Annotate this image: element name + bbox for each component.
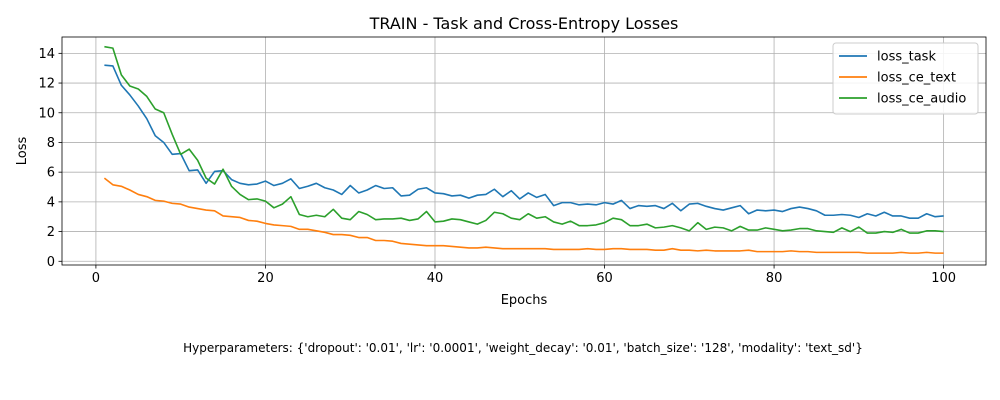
x-tick-label: 100 [931, 271, 956, 286]
x-tick-label: 80 [766, 271, 783, 286]
x-tick-label: 0 [92, 271, 100, 286]
series-line-loss-task [104, 64, 944, 220]
series-line-loss-ce-text [103, 177, 944, 254]
hyperparameters-footnote: Hyperparameters: {'dropout': '0.01', 'lr… [183, 341, 863, 355]
y-tick-label: 2 [47, 225, 55, 240]
y-tick-label: 12 [38, 77, 55, 92]
y-tick-label: 0 [47, 255, 55, 270]
y-tick-label: 14 [38, 47, 55, 62]
chart-title: TRAIN - Task and Cross-Entropy Losses [369, 14, 679, 33]
plot-frame [61, 36, 987, 266]
y-tick-label: 4 [47, 195, 55, 210]
x-axis-label: Epochs [501, 293, 548, 308]
x-tick-label: 40 [427, 271, 444, 286]
legend-label: loss_ce_text [877, 71, 956, 86]
x-tick-label: 60 [596, 271, 613, 286]
y-tick-label: 10 [38, 106, 55, 121]
series-line-loss-ce-audio [104, 45, 944, 234]
y-tick-label: 6 [47, 166, 55, 181]
y-axis-label: Loss [15, 137, 30, 166]
legend-label: loss_task [877, 50, 936, 65]
legend-box [832, 42, 979, 115]
axis-ticks: 0 20 40 60 80 100 0 2 4 6 8 10 12 14 [38, 47, 956, 286]
y-tick-label: 8 [47, 136, 55, 151]
series-lines [103, 45, 944, 254]
legend-label: loss_ce_audio [877, 92, 966, 107]
x-tick-label: 20 [257, 271, 274, 286]
legend: loss_task loss_ce_text loss_ce_audio [832, 42, 979, 115]
